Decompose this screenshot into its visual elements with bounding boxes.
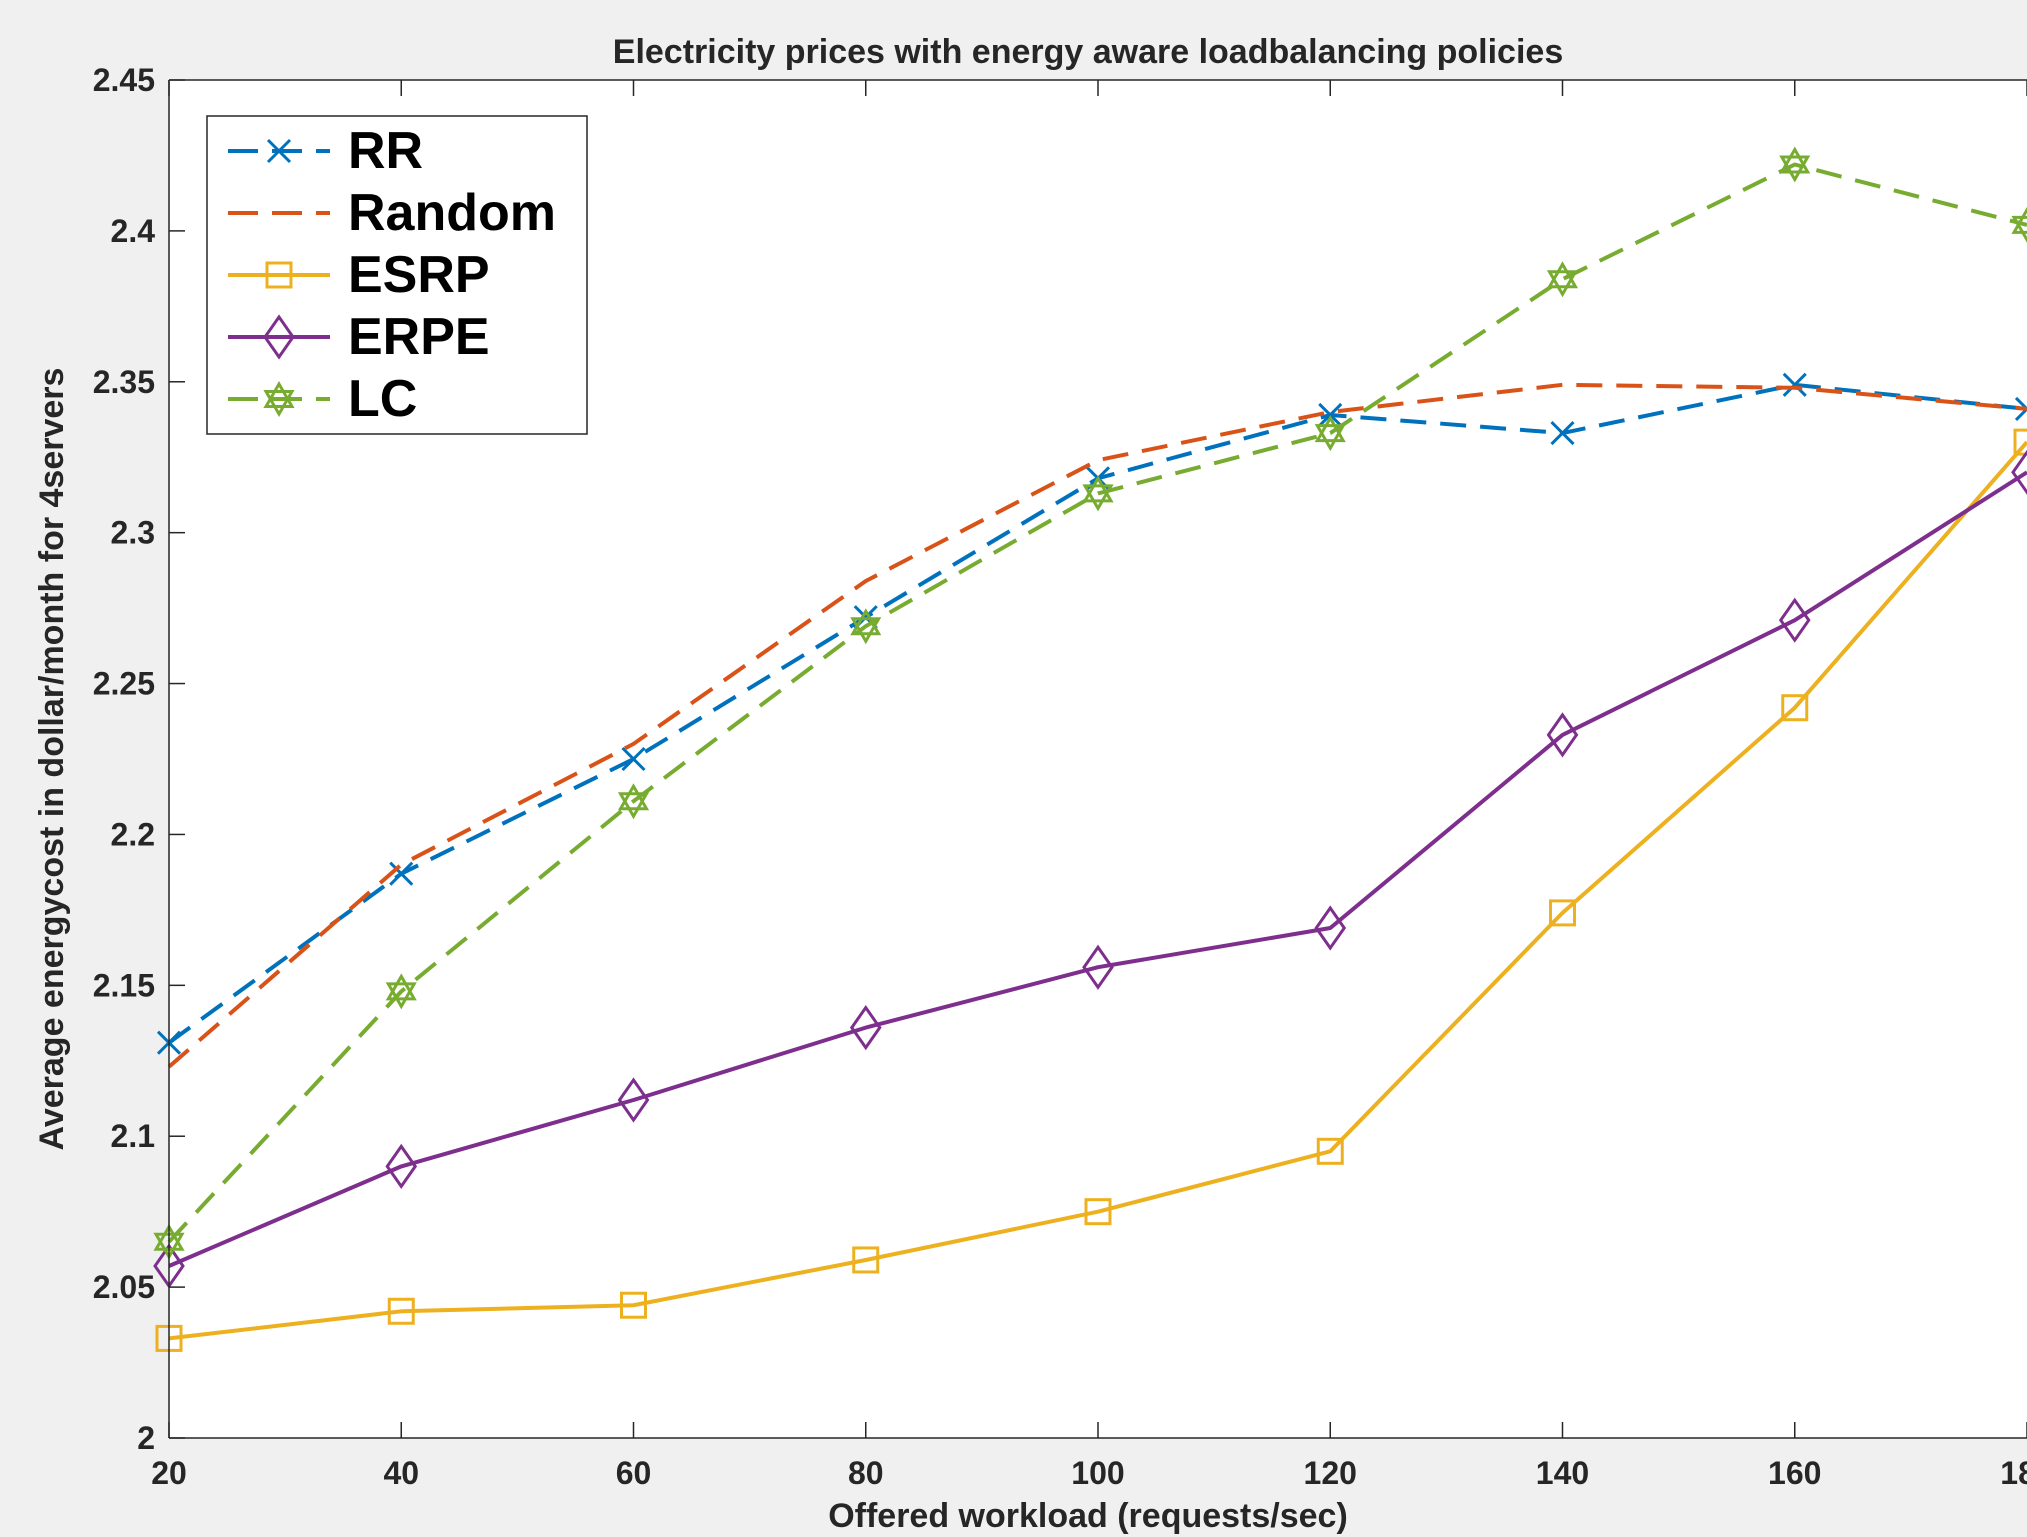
legend-label-esrp: ESRP <box>348 246 490 304</box>
series-line-erpe <box>168 470 2027 1268</box>
data-point-esrp <box>1549 899 1576 927</box>
x-axis-label: Offered workload (requests/sec) <box>828 1497 1348 1535</box>
series-random <box>167 382 2027 1069</box>
legend-label-lc: LC <box>348 370 417 428</box>
y-tick-label: 2.35 <box>93 364 155 400</box>
data-point-lc <box>2011 206 2027 243</box>
legend-label-random: Random <box>348 184 556 242</box>
y-tick-label: 2.1 <box>111 1118 155 1154</box>
data-point-rr <box>621 746 646 772</box>
legend-item-erpe: ERPE <box>228 308 490 366</box>
data-point-erpe <box>1314 905 1347 951</box>
y-tick-label: 2.05 <box>93 1269 155 1305</box>
data-point-erpe <box>2011 449 2027 495</box>
data-point-esrp <box>620 1291 647 1319</box>
data-point-erpe <box>1082 944 1114 990</box>
legend-label-erpe: ERPE <box>348 308 490 366</box>
x-tick-label: 120 <box>1304 1455 1357 1491</box>
y-tick-label: 2.25 <box>93 666 155 702</box>
x-tick-label: 140 <box>1536 1455 1589 1491</box>
data-point-rr <box>1550 421 1575 446</box>
data-point-lc <box>1082 475 1114 512</box>
y-tick-label: 2.3 <box>111 515 155 551</box>
legend-item-random: Random <box>228 184 556 242</box>
data-point-erpe <box>1778 597 1811 643</box>
data-point-erpe <box>385 1143 418 1190</box>
series-line-esrp <box>168 440 2027 1341</box>
data-point-esrp <box>1316 1137 1344 1165</box>
data-point-lc <box>850 608 882 645</box>
data-point-esrp <box>852 1246 880 1274</box>
ticks-layer: 20 40 60 80 100 120 140 160 180 2 2.05 2.1 2.15 2.2 2.… <box>93 62 2027 1491</box>
series-erpe <box>153 449 2027 1289</box>
data-point-rr <box>2014 396 2027 421</box>
data-point-rr <box>1782 372 1807 397</box>
legend-marker-esrp <box>265 261 293 289</box>
data-point-lc <box>1779 146 1811 183</box>
y-tick-label: 2.45 <box>93 62 155 98</box>
y-tick-label: 2.2 <box>111 816 155 852</box>
data-point-erpe <box>1546 712 1579 758</box>
x-tick-label: 20 <box>151 1455 187 1491</box>
data-point-erpe <box>849 1004 882 1051</box>
legend-label-rr: RR <box>348 122 423 180</box>
legend-marker-erpe <box>263 314 295 360</box>
data-point-rr <box>389 861 414 886</box>
legend-item-lc: LC <box>228 370 417 428</box>
y-tick-label: 2.15 <box>93 967 155 1003</box>
data-point-lc <box>385 973 417 1010</box>
x-tick-label: 40 <box>383 1455 419 1491</box>
data-point-esrp <box>2013 428 2027 456</box>
data-point-esrp <box>1781 694 1809 722</box>
chart-title: Electricity prices with energy aware loa… <box>613 33 1563 71</box>
x-tick-label: 160 <box>1768 1455 1821 1491</box>
x-tick-label: 60 <box>616 1455 652 1491</box>
data-point-rr <box>1318 402 1343 428</box>
legend-item-esrp: ESRP <box>228 246 490 304</box>
series-line-lc <box>167 162 2027 1244</box>
x-tick-label: 100 <box>1071 1455 1124 1491</box>
y-tick-label: 2 <box>137 1420 155 1456</box>
series-line-random <box>167 382 2027 1069</box>
legend-marker-rr <box>266 138 292 164</box>
legend-marker-lc <box>263 381 295 417</box>
data-point-esrp <box>387 1297 415 1325</box>
data-point-lc <box>1546 261 1579 298</box>
x-tick-label: 180 <box>2000 1455 2027 1491</box>
series-layer <box>153 146 2027 1352</box>
data-point-lc <box>1314 415 1346 452</box>
data-point-esrp <box>1084 1198 1112 1226</box>
data-point-erpe <box>617 1077 650 1123</box>
x-tick-label: 80 <box>848 1455 884 1491</box>
legend-item-rr: RR <box>228 122 423 180</box>
y-axis-label: Average energycost in dollar/month for 4… <box>33 368 71 1151</box>
y-tick-label: 2.4 <box>111 213 156 249</box>
data-point-lc <box>617 783 650 820</box>
